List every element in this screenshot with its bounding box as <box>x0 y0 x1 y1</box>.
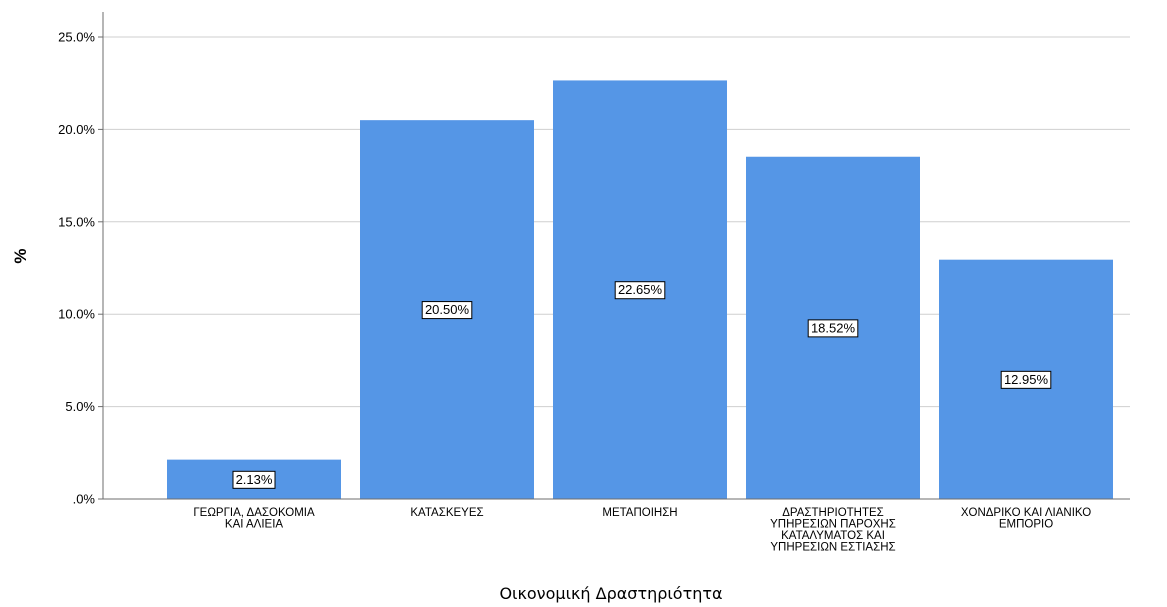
data-labels: 2.13% 20.50% 22.65% 18.52% 12.95% <box>232 281 1052 489</box>
category-labels: ΓΕΩΡΓΙΑ, ΔΑΣΟΚΟΜΙΑ ΚΑΙ ΑΛΙΕΙΑ ΚΑΤΑΣΚΕΥΕΣ ΜΕ… <box>193 507 1091 554</box>
data-label: 22.65% <box>614 281 666 300</box>
data-label-text: 12.95% <box>1004 372 1049 387</box>
data-label-box <box>807 319 859 338</box>
y-tick-label: 20.0% <box>58 122 95 137</box>
data-label-text: 20.50% <box>425 302 470 317</box>
data-label: 12.95% <box>1000 370 1052 389</box>
data-label: 20.50% <box>421 301 473 320</box>
y-axis-label: % <box>11 248 30 263</box>
data-label-text: 2.13% <box>236 472 273 487</box>
category-label: ΔΡΑΣΤΗΡΙΟΤΗΤΕΣ ΥΠΗΡΕΣΙΩΝ ΠΑΡΟΧΗΣ ΚΑΤΑΛΥΜΑΤ… <box>770 507 896 554</box>
data-label: 2.13% <box>232 470 276 489</box>
x-axis-label: Οικονομική Δραστηριότητα <box>499 584 722 603</box>
y-tick-label: 25.0% <box>58 30 95 45</box>
data-label-text: 18.52% <box>811 320 856 335</box>
category-label: ΜΕΤΑΠΟΙΗΣΗ <box>602 507 677 519</box>
data-label-text: 22.65% <box>618 282 663 297</box>
y-tick-label: .0% <box>73 492 96 507</box>
category-label: ΚΑΤΑΣΚΕΥΕΣ <box>410 507 483 519</box>
data-label: 18.52% <box>807 319 859 338</box>
y-tick-label: 15.0% <box>58 214 95 229</box>
data-label-box <box>421 301 473 320</box>
category-label: ΧΟΝΔΡΙΚΟ ΚΑΙ ΛΙΑΝΙΚΟ ΕΜΠΟΡΙΟ <box>961 507 1091 531</box>
y-axis-ticks: .0% 5.0% 10.0% 15.0% 20.0% 25.0% <box>58 30 103 507</box>
data-label-box <box>614 281 666 300</box>
data-label-box <box>232 470 276 489</box>
y-tick-label: 5.0% <box>65 399 95 414</box>
data-label-box <box>1000 370 1052 389</box>
category-label: ΓΕΩΡΓΙΑ, ΔΑΣΟΚΟΜΙΑ ΚΑΙ ΑΛΙΕΙΑ <box>193 507 315 531</box>
y-tick-label: 10.0% <box>58 307 95 322</box>
